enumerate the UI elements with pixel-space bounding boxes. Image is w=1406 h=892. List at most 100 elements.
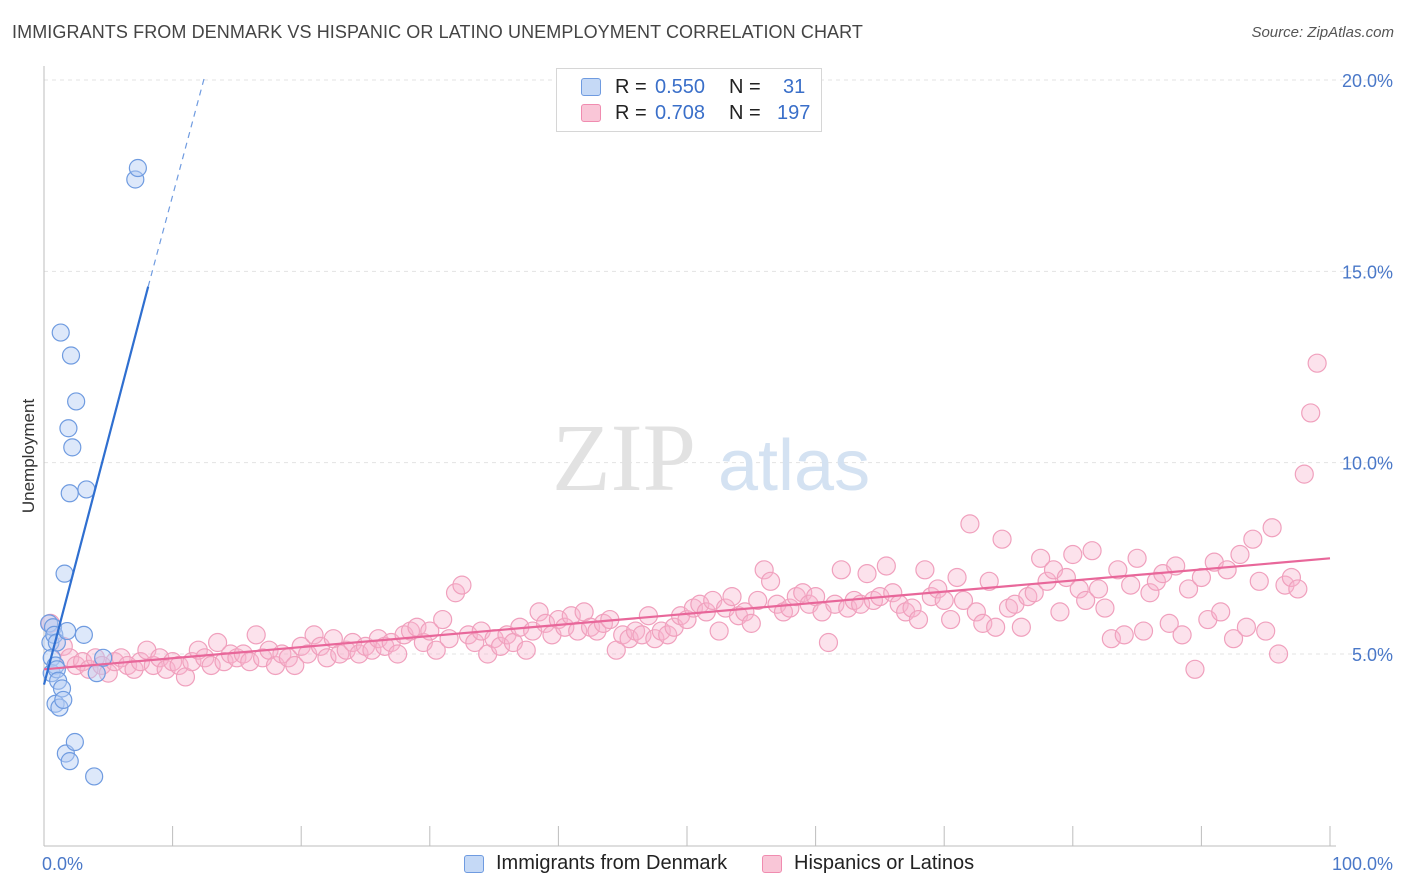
hispanic-point: [1159, 613, 1179, 633]
hispanic-point: [426, 640, 446, 660]
hispanic-point: [1088, 579, 1109, 599]
hispanic-point: [1121, 575, 1141, 595]
denmark-point: [126, 170, 145, 189]
hispanic-point: [831, 560, 851, 580]
hispanic-point: [85, 648, 106, 668]
hispanic-point: [741, 613, 761, 633]
hispanic-point: [1063, 544, 1083, 565]
y-tick-label: 15.0%: [1342, 262, 1393, 282]
legend-row-denmark: R = 0.550 N = 31: [581, 75, 805, 99]
hispanic-point: [876, 556, 896, 576]
hispanic-point: [1133, 621, 1154, 641]
hispanic-point: [1185, 659, 1205, 679]
hispanic-point: [1288, 579, 1308, 599]
hispanic-point: [516, 640, 536, 660]
hispanic-point: [317, 648, 337, 668]
hispanic-point: [568, 621, 588, 641]
hispanic-point: [979, 571, 999, 591]
legend-n-value: 31: [783, 75, 806, 98]
hispanic-point: [947, 567, 967, 588]
hispanic-point: [156, 659, 176, 679]
hispanic-point: [973, 613, 993, 633]
hispanic-point: [1140, 583, 1160, 603]
legend-r-value: 0.708: [655, 101, 706, 124]
hispanic-point: [1294, 464, 1314, 484]
hispanic-point: [1050, 602, 1070, 622]
hispanic-point: [908, 609, 929, 630]
hispanic-point: [1236, 617, 1257, 637]
series-hispanic-points: [40, 353, 1327, 687]
series-legend-item-denmark: Immigrants from Denmark: [464, 852, 727, 875]
series-legend-label-denmark: Immigrants from Denmark: [496, 852, 728, 874]
watermark-atlas: atlas: [718, 426, 870, 506]
hispanic-point: [902, 598, 922, 618]
hispanic-point: [285, 655, 305, 676]
legend-r-value: 0.550: [655, 75, 706, 98]
source-credit: Source: ZipAtlas.com: [1251, 24, 1394, 41]
denmark-point: [87, 664, 106, 683]
denmark-point: [60, 484, 79, 503]
legend-swatch-denmark: [581, 78, 601, 96]
denmark-point: [65, 732, 84, 752]
watermark-zip: ZIP: [552, 404, 696, 511]
hispanic-point: [1307, 353, 1327, 373]
hispanic-point: [1076, 590, 1096, 611]
hispanic-point: [529, 602, 549, 622]
hispanic-point: [208, 632, 228, 653]
hispanic-point: [1082, 541, 1102, 561]
hispanic-point: [195, 648, 215, 668]
denmark-point: [74, 625, 93, 644]
hispanic-point: [465, 632, 485, 653]
hispanic-point: [1108, 560, 1128, 580]
hispanic-point: [336, 640, 356, 660]
hispanic-point: [748, 590, 768, 611]
hispanic-point: [452, 575, 472, 595]
x-tick-label: 100.0%: [1332, 854, 1393, 874]
hispanic-point: [246, 625, 266, 645]
x-tick-labels: 0.0% 100.0%: [42, 854, 1393, 874]
hispanic-point: [169, 655, 189, 676]
hispanic-point: [632, 625, 652, 645]
hispanic-point: [619, 629, 639, 649]
hispanic-point: [1114, 625, 1134, 645]
series-legend-swatch-denmark: [464, 854, 484, 873]
hispanic-point: [124, 659, 144, 679]
hispanic-point: [960, 514, 980, 534]
hispanic-point: [304, 625, 324, 645]
hispanic-point: [490, 636, 511, 656]
denmark-point: [61, 346, 81, 365]
hispanic-point: [458, 625, 478, 645]
hispanic-point: [818, 632, 839, 653]
y-axis-label: Unemployment: [19, 399, 38, 514]
hispanic-point: [233, 644, 253, 664]
hispanic-point: [992, 529, 1012, 549]
hispanic-point: [1217, 560, 1237, 580]
denmark-point: [94, 648, 113, 667]
denmark-point: [67, 392, 86, 411]
hispanic-point: [1011, 617, 1031, 637]
hispanic-point: [1268, 644, 1289, 664]
hispanic-point: [1191, 567, 1212, 588]
series-legend-swatch-hispanic: [762, 854, 782, 873]
x-tick-label: 0.0%: [42, 854, 83, 874]
hispanic-point: [1230, 544, 1250, 565]
legend-swatch-hispanic: [581, 104, 601, 122]
hispanic-point: [1262, 518, 1282, 538]
hispanic-point: [1031, 548, 1051, 568]
hispanic-point: [1256, 621, 1276, 641]
trend-lines: [42, 76, 1331, 685]
denmark-point: [85, 767, 104, 786]
hispanic-point: [953, 590, 974, 611]
hispanic-point: [1178, 579, 1199, 599]
hispanic-point: [388, 644, 408, 664]
hispanic-point: [1172, 625, 1192, 645]
hispanic-point: [535, 613, 556, 633]
hispanic-point: [433, 609, 453, 630]
hispanic-point: [722, 586, 742, 607]
hispanic-point: [1301, 403, 1321, 423]
legend-row-hispanic: R = 0.708 N = 197: [581, 101, 810, 125]
legend-n-value: 197: [777, 101, 811, 124]
hispanic-point: [555, 617, 575, 637]
denmark-point: [52, 679, 72, 698]
